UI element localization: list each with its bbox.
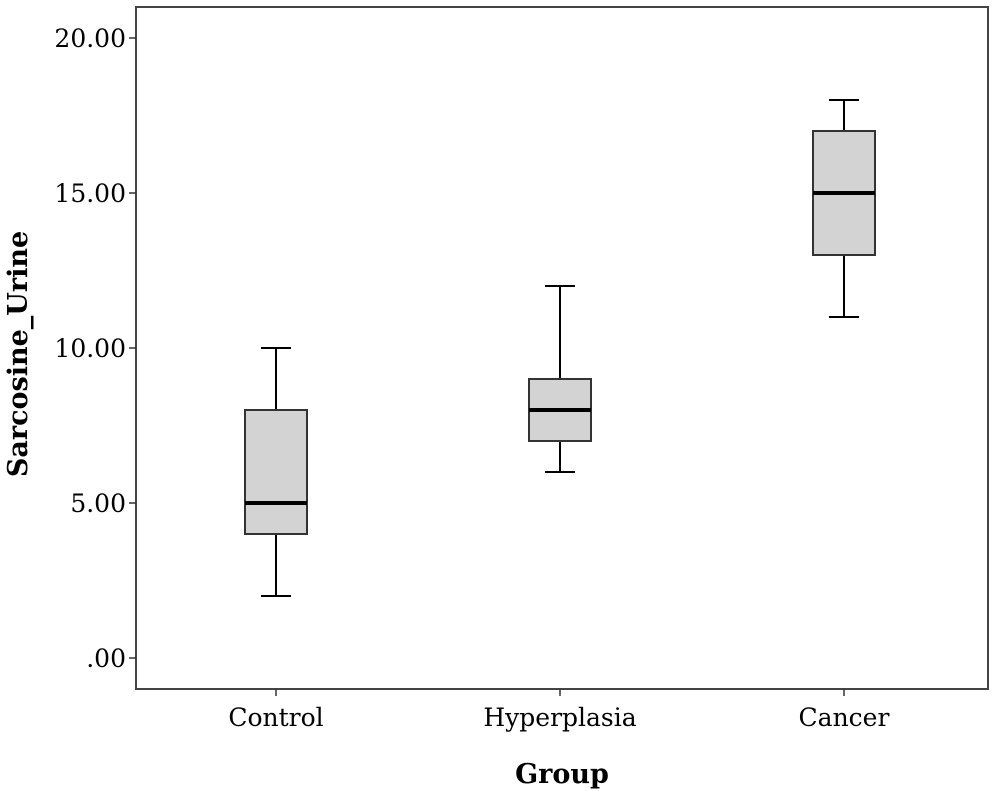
boxes [244, 99, 876, 597]
y-tick-label: 20.00 [54, 24, 126, 53]
y-axis-title: Sarcosine_Urine [3, 231, 34, 477]
x-tick-label: Cancer [799, 703, 890, 732]
y-tick-label: .00 [86, 644, 126, 673]
y-axis: .00 5.00 10.00 15.00 20.00 [54, 24, 136, 673]
y-tick-label: 10.00 [54, 334, 126, 363]
box-cancer [812, 99, 876, 318]
y-tick-label: 15.00 [54, 179, 126, 208]
y-tick-label: 5.00 [70, 489, 126, 518]
iqr-box [244, 409, 308, 535]
x-axis-title: Group [515, 759, 609, 790]
box-control [244, 347, 308, 597]
x-tick-label: Hyperplasia [483, 703, 636, 732]
x-tick-label: Control [228, 703, 323, 732]
x-axis: Control Hyperplasia Cancer [228, 689, 889, 732]
box-hyperplasia [528, 285, 592, 473]
